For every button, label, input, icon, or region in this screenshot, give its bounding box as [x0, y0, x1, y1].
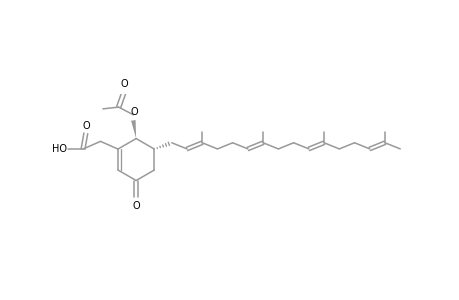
Text: O: O: [82, 121, 90, 130]
Text: O: O: [120, 79, 128, 89]
Text: O: O: [130, 107, 138, 117]
Text: HO: HO: [52, 144, 67, 154]
Polygon shape: [131, 120, 136, 139]
Text: O: O: [132, 201, 140, 211]
